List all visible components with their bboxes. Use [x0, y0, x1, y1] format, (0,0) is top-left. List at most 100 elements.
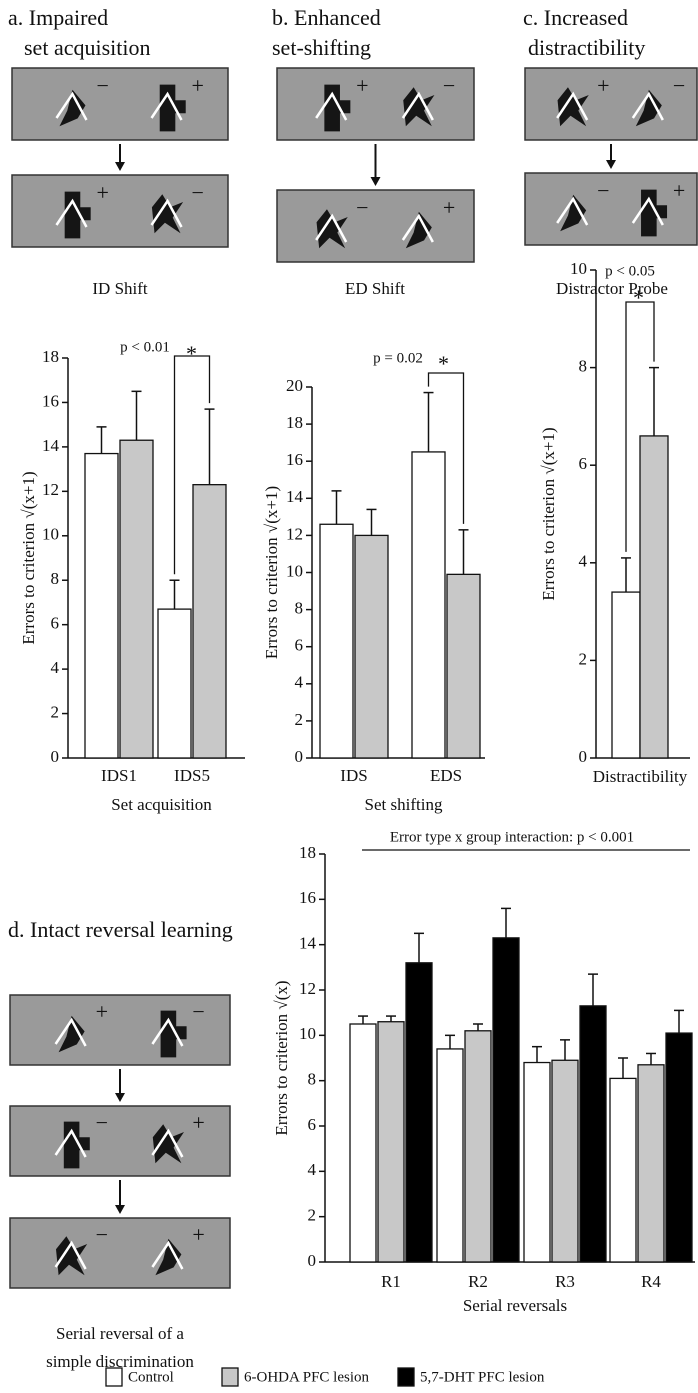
- y-tick-label: 2: [295, 710, 304, 729]
- bar: [378, 1022, 404, 1262]
- p-value: p < 0.05: [605, 263, 655, 279]
- panel-title: d. Intact reversal learning: [8, 917, 233, 942]
- stimulus-sign: −: [673, 73, 685, 98]
- y-tick-label: 10: [286, 561, 303, 580]
- bar: [320, 524, 353, 758]
- panel-title: set acquisition: [24, 35, 150, 60]
- y-axis-label: Errors to criterion √(x+1): [539, 427, 558, 600]
- panel-title: distractibility: [528, 35, 645, 60]
- y-tick-label: 2: [308, 1206, 317, 1225]
- x-axis-label: Distractibility: [593, 767, 688, 786]
- y-tick-label: 0: [579, 747, 588, 766]
- bar: [552, 1060, 578, 1262]
- y-tick-label: 6: [308, 1115, 317, 1134]
- bar: [120, 440, 153, 758]
- y-tick-label: 14: [299, 934, 317, 953]
- y-tick-label: 16: [42, 391, 59, 410]
- legend-swatch: [106, 1368, 122, 1386]
- y-axis-label: Errors to criterion √(x+1): [262, 486, 281, 659]
- panel-title: c. Increased: [523, 5, 628, 30]
- y-tick-label: 4: [295, 673, 304, 692]
- stimulus-sign: −: [192, 999, 204, 1024]
- stimulus-sign: +: [443, 195, 455, 220]
- y-axis-label: Errors to criterion √(x): [272, 980, 291, 1135]
- y-tick-label: 8: [308, 1070, 317, 1089]
- bar: [638, 1065, 664, 1262]
- y-tick-label: 2: [579, 649, 588, 668]
- x-tick-label: IDS5: [174, 766, 210, 785]
- y-tick-label: 12: [286, 524, 303, 543]
- x-axis-label: Set shifting: [365, 795, 443, 814]
- stimulus-sign: +: [597, 73, 609, 98]
- panel-title: b. Enhanced: [272, 5, 381, 30]
- y-tick-label: 10: [570, 259, 587, 278]
- significance-star: *: [186, 341, 197, 366]
- arrow-head: [115, 162, 125, 171]
- arrow-head: [371, 177, 381, 186]
- stimulus-caption: Distractor Probe: [556, 279, 668, 298]
- y-tick-label: 12: [299, 979, 316, 998]
- p-value: p < 0.01: [120, 339, 170, 355]
- legend-swatch: [398, 1368, 414, 1386]
- bar: [493, 938, 519, 1262]
- p-value: p = 0.02: [373, 350, 423, 366]
- bar: [355, 535, 388, 758]
- bar: [350, 1024, 376, 1262]
- y-tick-label: 16: [299, 888, 316, 907]
- stimulus-sign: +: [192, 1222, 204, 1247]
- y-tick-label: 4: [51, 658, 60, 677]
- y-tick-label: 0: [51, 747, 60, 766]
- bar: [524, 1063, 550, 1262]
- x-tick-label: IDS1: [101, 766, 137, 785]
- y-tick-label: 0: [308, 1251, 317, 1270]
- stimulus-box: [525, 173, 697, 245]
- x-tick-label: R1: [381, 1272, 401, 1291]
- y-tick-label: 8: [295, 599, 304, 618]
- arrow-head: [115, 1093, 125, 1102]
- bar: [580, 1006, 606, 1262]
- y-tick-label: 2: [51, 702, 60, 721]
- bar: [412, 452, 445, 758]
- stimulus-caption: ID Shift: [92, 279, 148, 298]
- stimulus-sign: −: [443, 73, 455, 98]
- y-tick-label: 4: [579, 552, 588, 571]
- y-tick-label: 18: [299, 843, 316, 862]
- stimulus-sign: +: [96, 999, 108, 1024]
- bar: [158, 609, 191, 758]
- stimulus-sign: −: [96, 73, 108, 98]
- y-tick-label: 0: [295, 747, 304, 766]
- arrow-head: [115, 1205, 125, 1214]
- stimulus-caption: Serial reversal of a: [56, 1324, 184, 1343]
- bar: [447, 574, 480, 758]
- y-tick-label: 4: [308, 1160, 317, 1179]
- x-axis-label: Set acquisition: [111, 795, 212, 814]
- stimulus-sign: −: [96, 1222, 108, 1247]
- y-tick-label: 8: [579, 357, 588, 376]
- x-axis-label: Serial reversals: [463, 1296, 567, 1315]
- stimulus-sign: +: [96, 180, 108, 205]
- bar: [193, 485, 226, 758]
- y-tick-label: 6: [579, 454, 588, 473]
- bar: [612, 592, 640, 758]
- x-tick-label: R4: [641, 1272, 661, 1291]
- y-tick-label: 6: [51, 614, 60, 633]
- bar: [465, 1031, 491, 1262]
- y-tick-label: 12: [42, 480, 59, 499]
- stimulus-sign: −: [96, 1110, 108, 1135]
- y-tick-label: 14: [286, 487, 304, 506]
- arrow-head: [606, 160, 616, 169]
- annotation: Error type x group interaction: p < 0.00…: [390, 829, 634, 845]
- significance-star: *: [438, 351, 449, 376]
- legend-swatch: [222, 1368, 238, 1386]
- y-tick-label: 10: [299, 1024, 316, 1043]
- stimulus-sign: +: [192, 1110, 204, 1135]
- y-tick-label: 8: [51, 569, 60, 588]
- x-tick-label: IDS: [340, 766, 367, 785]
- legend-label: 5,7-DHT PFC lesion: [420, 1369, 545, 1385]
- bar: [85, 454, 118, 758]
- x-tick-label: EDS: [430, 766, 462, 785]
- stimulus-sign: +: [192, 73, 204, 98]
- stimulus-box: [525, 68, 697, 140]
- legend-label: 6-OHDA PFC lesion: [244, 1369, 370, 1385]
- stimulus-sign: +: [356, 73, 368, 98]
